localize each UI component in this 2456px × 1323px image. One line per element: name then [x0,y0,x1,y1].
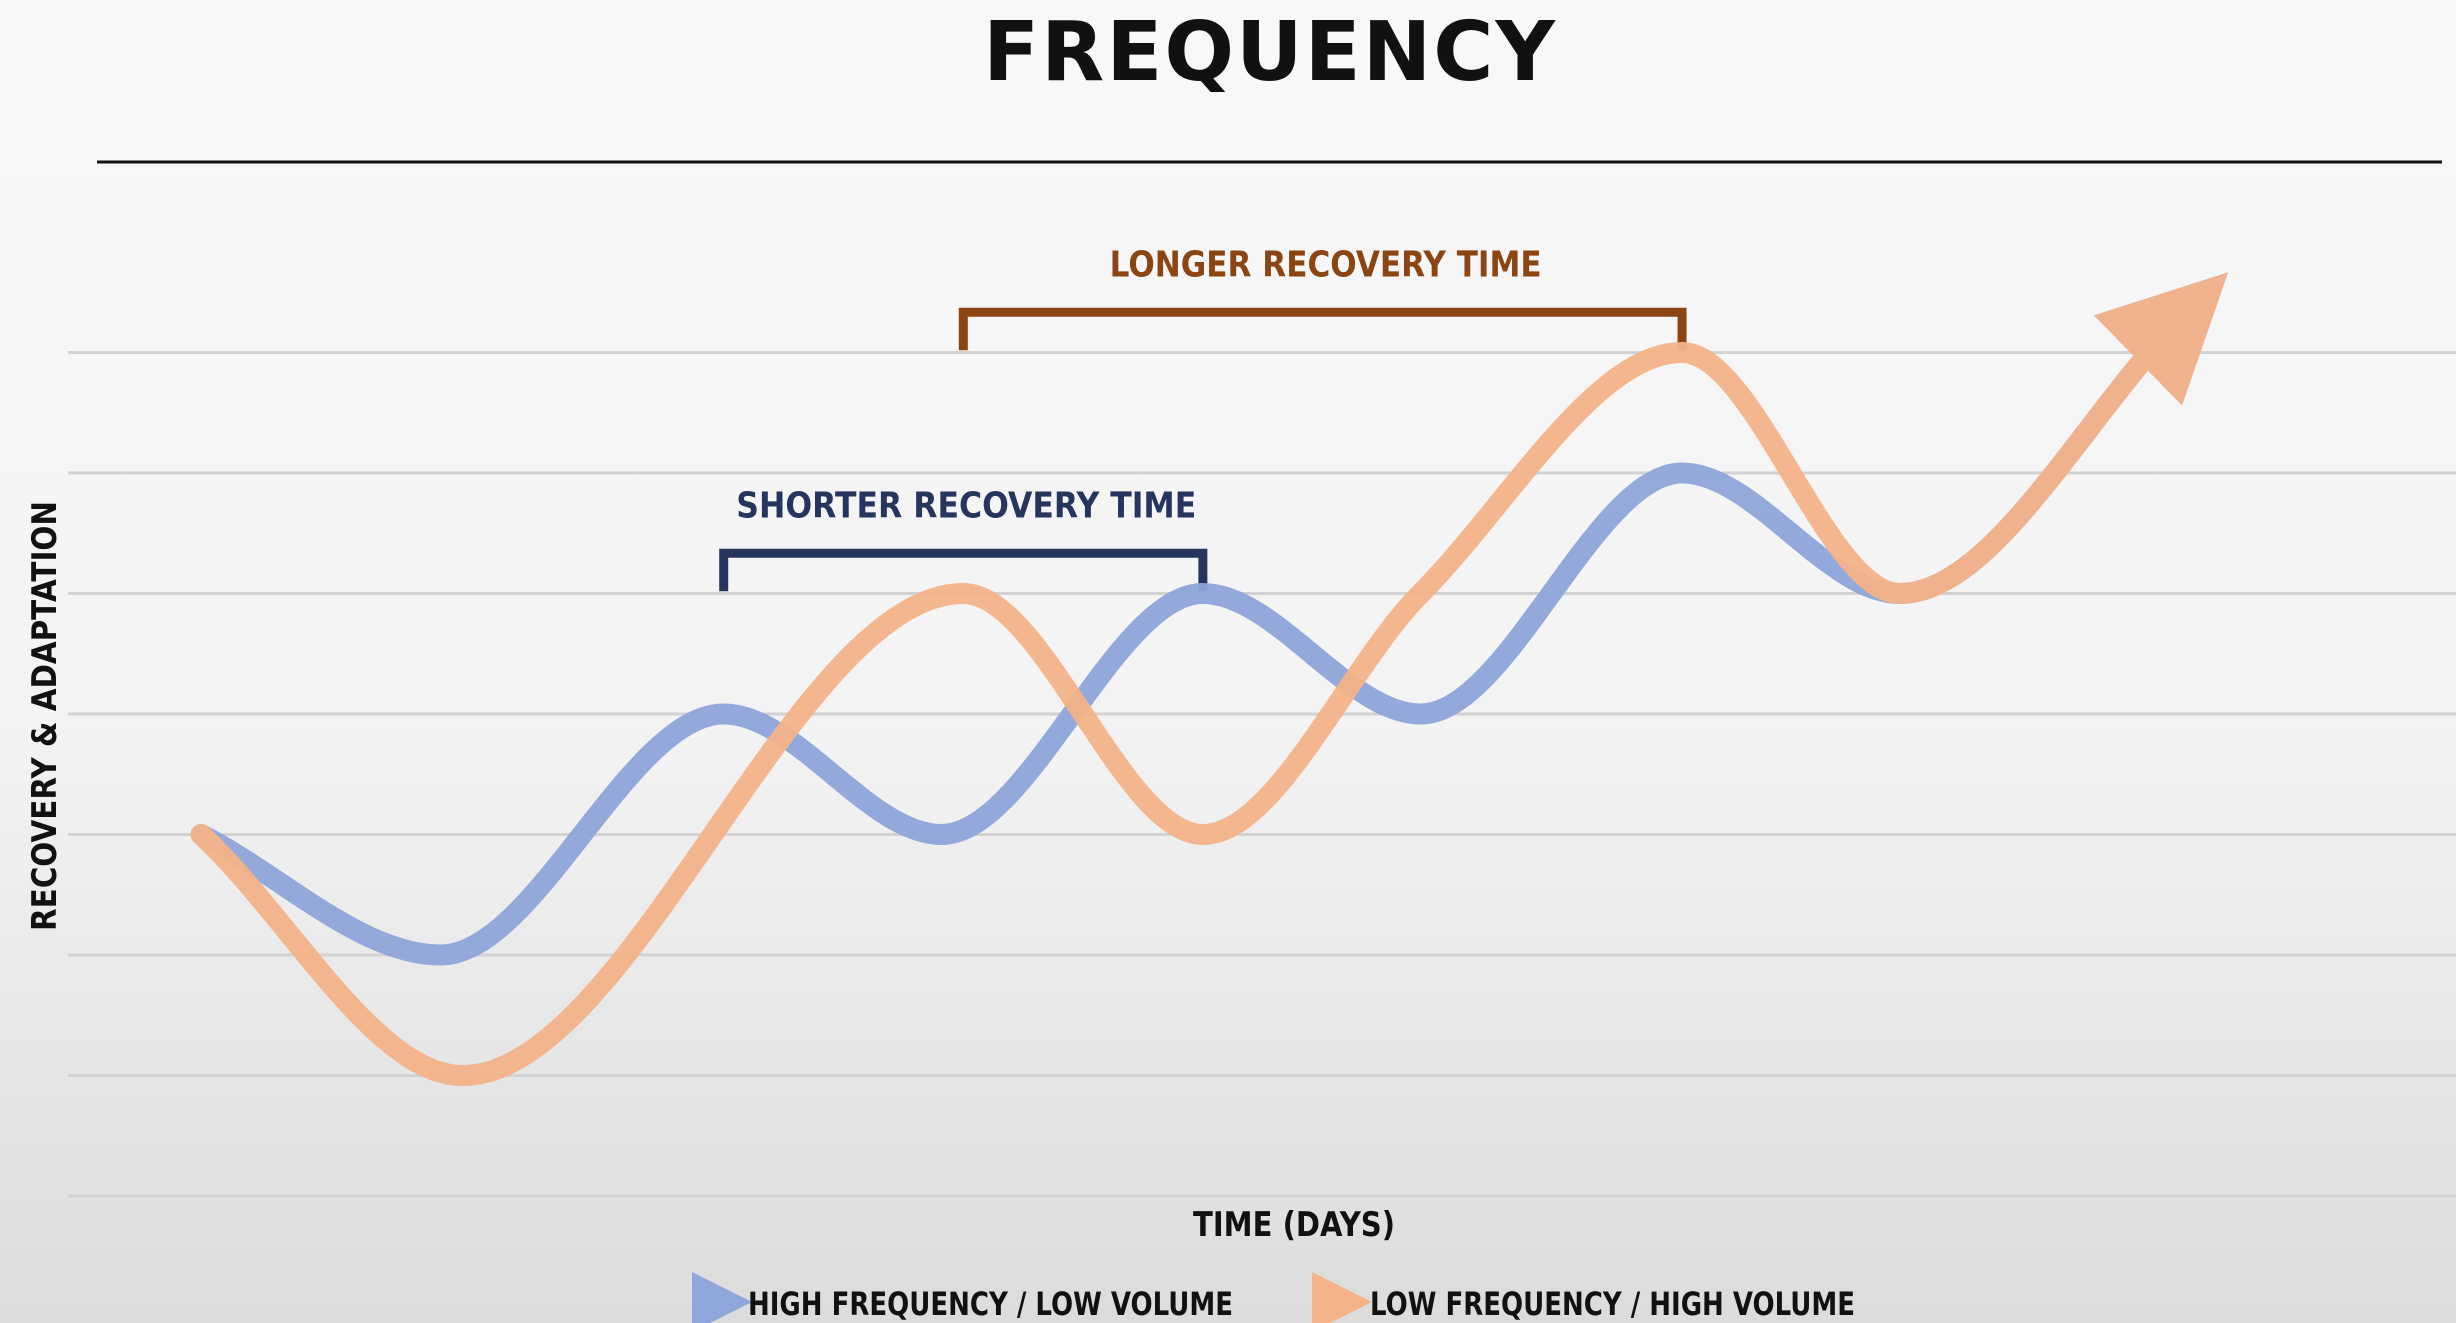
longer-recovery-bracket [958,307,1687,351]
legend-item-low-frequency: LOW FREQUENCY / HIGH VOLUME [1312,1272,1855,1323]
chart-title: FREQUENCY [983,5,1557,100]
series-line-high-frequency [190,272,2229,966]
y-axis-label: RECOVERY & ADAPTATION [25,501,65,931]
legend-label-low-frequency: LOW FREQUENCY / HIGH VOLUME [1370,1285,1855,1323]
series-line-low-frequency [190,272,2229,1086]
legend-label-high-frequency: HIGH FREQUENCY / LOW VOLUME [748,1285,1233,1323]
x-axis-label: TIME (DAYS) [1193,1205,1395,1245]
series-lines [190,272,2229,1086]
legend-item-high-frequency: HIGH FREQUENCY / LOW VOLUME [692,1272,1233,1323]
shorter-recovery-label: SHORTER RECOVERY TIME [736,485,1196,526]
longer-recovery-label: LONGER RECOVERY TIME [1110,244,1542,285]
annotations: SHORTER RECOVERY TIME LONGER RECOVERY TI… [719,244,1687,592]
legend: HIGH FREQUENCY / LOW VOLUME LOW FREQUENC… [692,1272,1855,1323]
shorter-recovery-bracket [719,548,1208,592]
